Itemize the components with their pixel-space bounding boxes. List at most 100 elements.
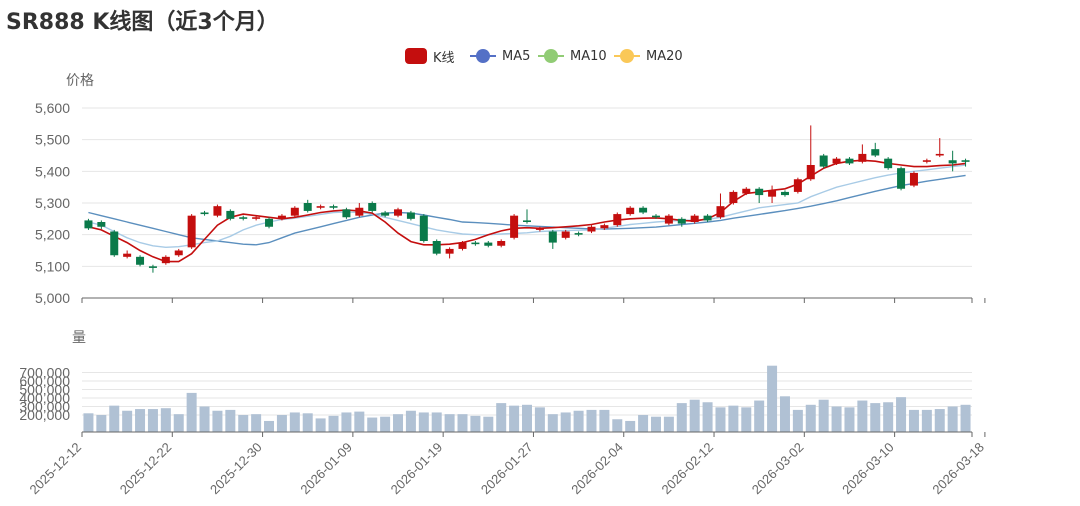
candle	[174, 248, 183, 257]
candle-body	[381, 212, 390, 216]
candle-body	[290, 207, 299, 216]
candle-body	[406, 212, 415, 219]
candle	[793, 177, 802, 194]
candle-body	[755, 188, 764, 196]
legend-item-ma20[interactable]: MA20	[614, 44, 683, 68]
candle	[445, 247, 454, 259]
volume-bar	[650, 416, 661, 432]
candle	[471, 241, 480, 246]
candle	[329, 204, 338, 210]
chart-title: SR888 K线图（近3个月）	[6, 10, 279, 35]
volume-bar	[805, 404, 816, 432]
candle	[871, 142, 880, 158]
volume-bar	[792, 409, 803, 432]
volume-bar	[638, 415, 649, 432]
candle	[265, 217, 274, 229]
date-tick-label: 2026-01-09	[297, 440, 355, 498]
candle	[510, 214, 519, 240]
volume-bar	[522, 404, 532, 432]
volume-bar	[779, 396, 790, 432]
candle-body	[510, 215, 519, 238]
volume-bar	[715, 407, 726, 432]
candle	[548, 229, 557, 249]
candle-body	[613, 214, 622, 226]
candle	[535, 226, 544, 232]
candle	[148, 264, 157, 273]
candle-body	[265, 218, 274, 227]
candle	[406, 210, 415, 221]
candle-body	[123, 253, 132, 257]
candle-body	[187, 215, 196, 248]
volume-bar	[470, 415, 481, 432]
volume-bar	[857, 400, 868, 432]
candle-body	[252, 217, 261, 219]
candle	[432, 239, 441, 256]
candle-body	[690, 215, 699, 222]
candle-body	[922, 160, 931, 162]
candle	[651, 214, 660, 219]
volume-bar	[393, 414, 404, 432]
price-tick-label: 5,600	[35, 100, 70, 116]
candle-body	[316, 206, 325, 208]
legend-item-ma5[interactable]: MA5	[470, 44, 530, 68]
volume-bar	[844, 407, 855, 432]
volume-bar	[831, 406, 842, 432]
volume-bar	[896, 397, 907, 432]
candle-body	[226, 210, 235, 219]
price-x-axis	[81, 297, 986, 303]
volume-bar	[238, 415, 249, 432]
candle-body	[780, 191, 789, 196]
ma20-legend-icon	[614, 49, 640, 63]
ma5-line	[88, 174, 966, 246]
ma10-line	[88, 164, 966, 249]
candle-body	[535, 228, 544, 230]
volume-bar	[264, 420, 275, 432]
candle-body	[742, 188, 751, 194]
candle-body	[342, 209, 351, 218]
legend-item-kline[interactable]: K线	[405, 44, 455, 68]
candle-body	[574, 233, 583, 235]
candle-body	[626, 207, 635, 215]
price-tick-label: 5,100	[35, 258, 70, 274]
date-tick-label: 2026-03-18	[929, 440, 987, 498]
volume-bar	[483, 416, 494, 432]
candle	[316, 204, 325, 210]
candle-body	[84, 220, 93, 229]
volume-bar	[947, 406, 958, 432]
volume-tick-label: 500,000	[19, 382, 70, 398]
volume-tick-label: 700,000	[19, 365, 70, 381]
candle	[884, 157, 893, 170]
candle	[213, 204, 222, 218]
volume-bar	[921, 409, 932, 432]
volume-bar	[328, 415, 339, 432]
ma-lines	[88, 159, 966, 263]
volume-bar	[663, 416, 674, 432]
candle-body	[445, 248, 454, 254]
volume-bar	[560, 412, 571, 432]
candle	[703, 214, 712, 222]
candle	[574, 231, 583, 237]
candle	[239, 215, 248, 221]
candle	[277, 214, 286, 221]
volume-bar	[599, 409, 610, 432]
candle-body	[303, 203, 312, 211]
legend-label: MA5	[502, 48, 531, 64]
volume-bar	[509, 405, 520, 432]
legend-item-ma10[interactable]: MA10	[538, 44, 607, 68]
candle-body	[600, 225, 609, 229]
candle-body	[277, 215, 286, 219]
candle	[561, 229, 570, 240]
volume-bar	[135, 409, 146, 432]
candle-body	[329, 206, 338, 208]
candle	[690, 214, 699, 224]
candle-body	[561, 231, 570, 238]
candle-body	[148, 266, 157, 268]
candle	[484, 241, 493, 248]
volume-bar	[573, 410, 584, 432]
ma10-legend-icon	[538, 49, 564, 63]
volume-bar	[315, 418, 326, 432]
candle-body	[871, 149, 880, 156]
volume-bar	[908, 409, 919, 432]
candle	[458, 241, 467, 251]
